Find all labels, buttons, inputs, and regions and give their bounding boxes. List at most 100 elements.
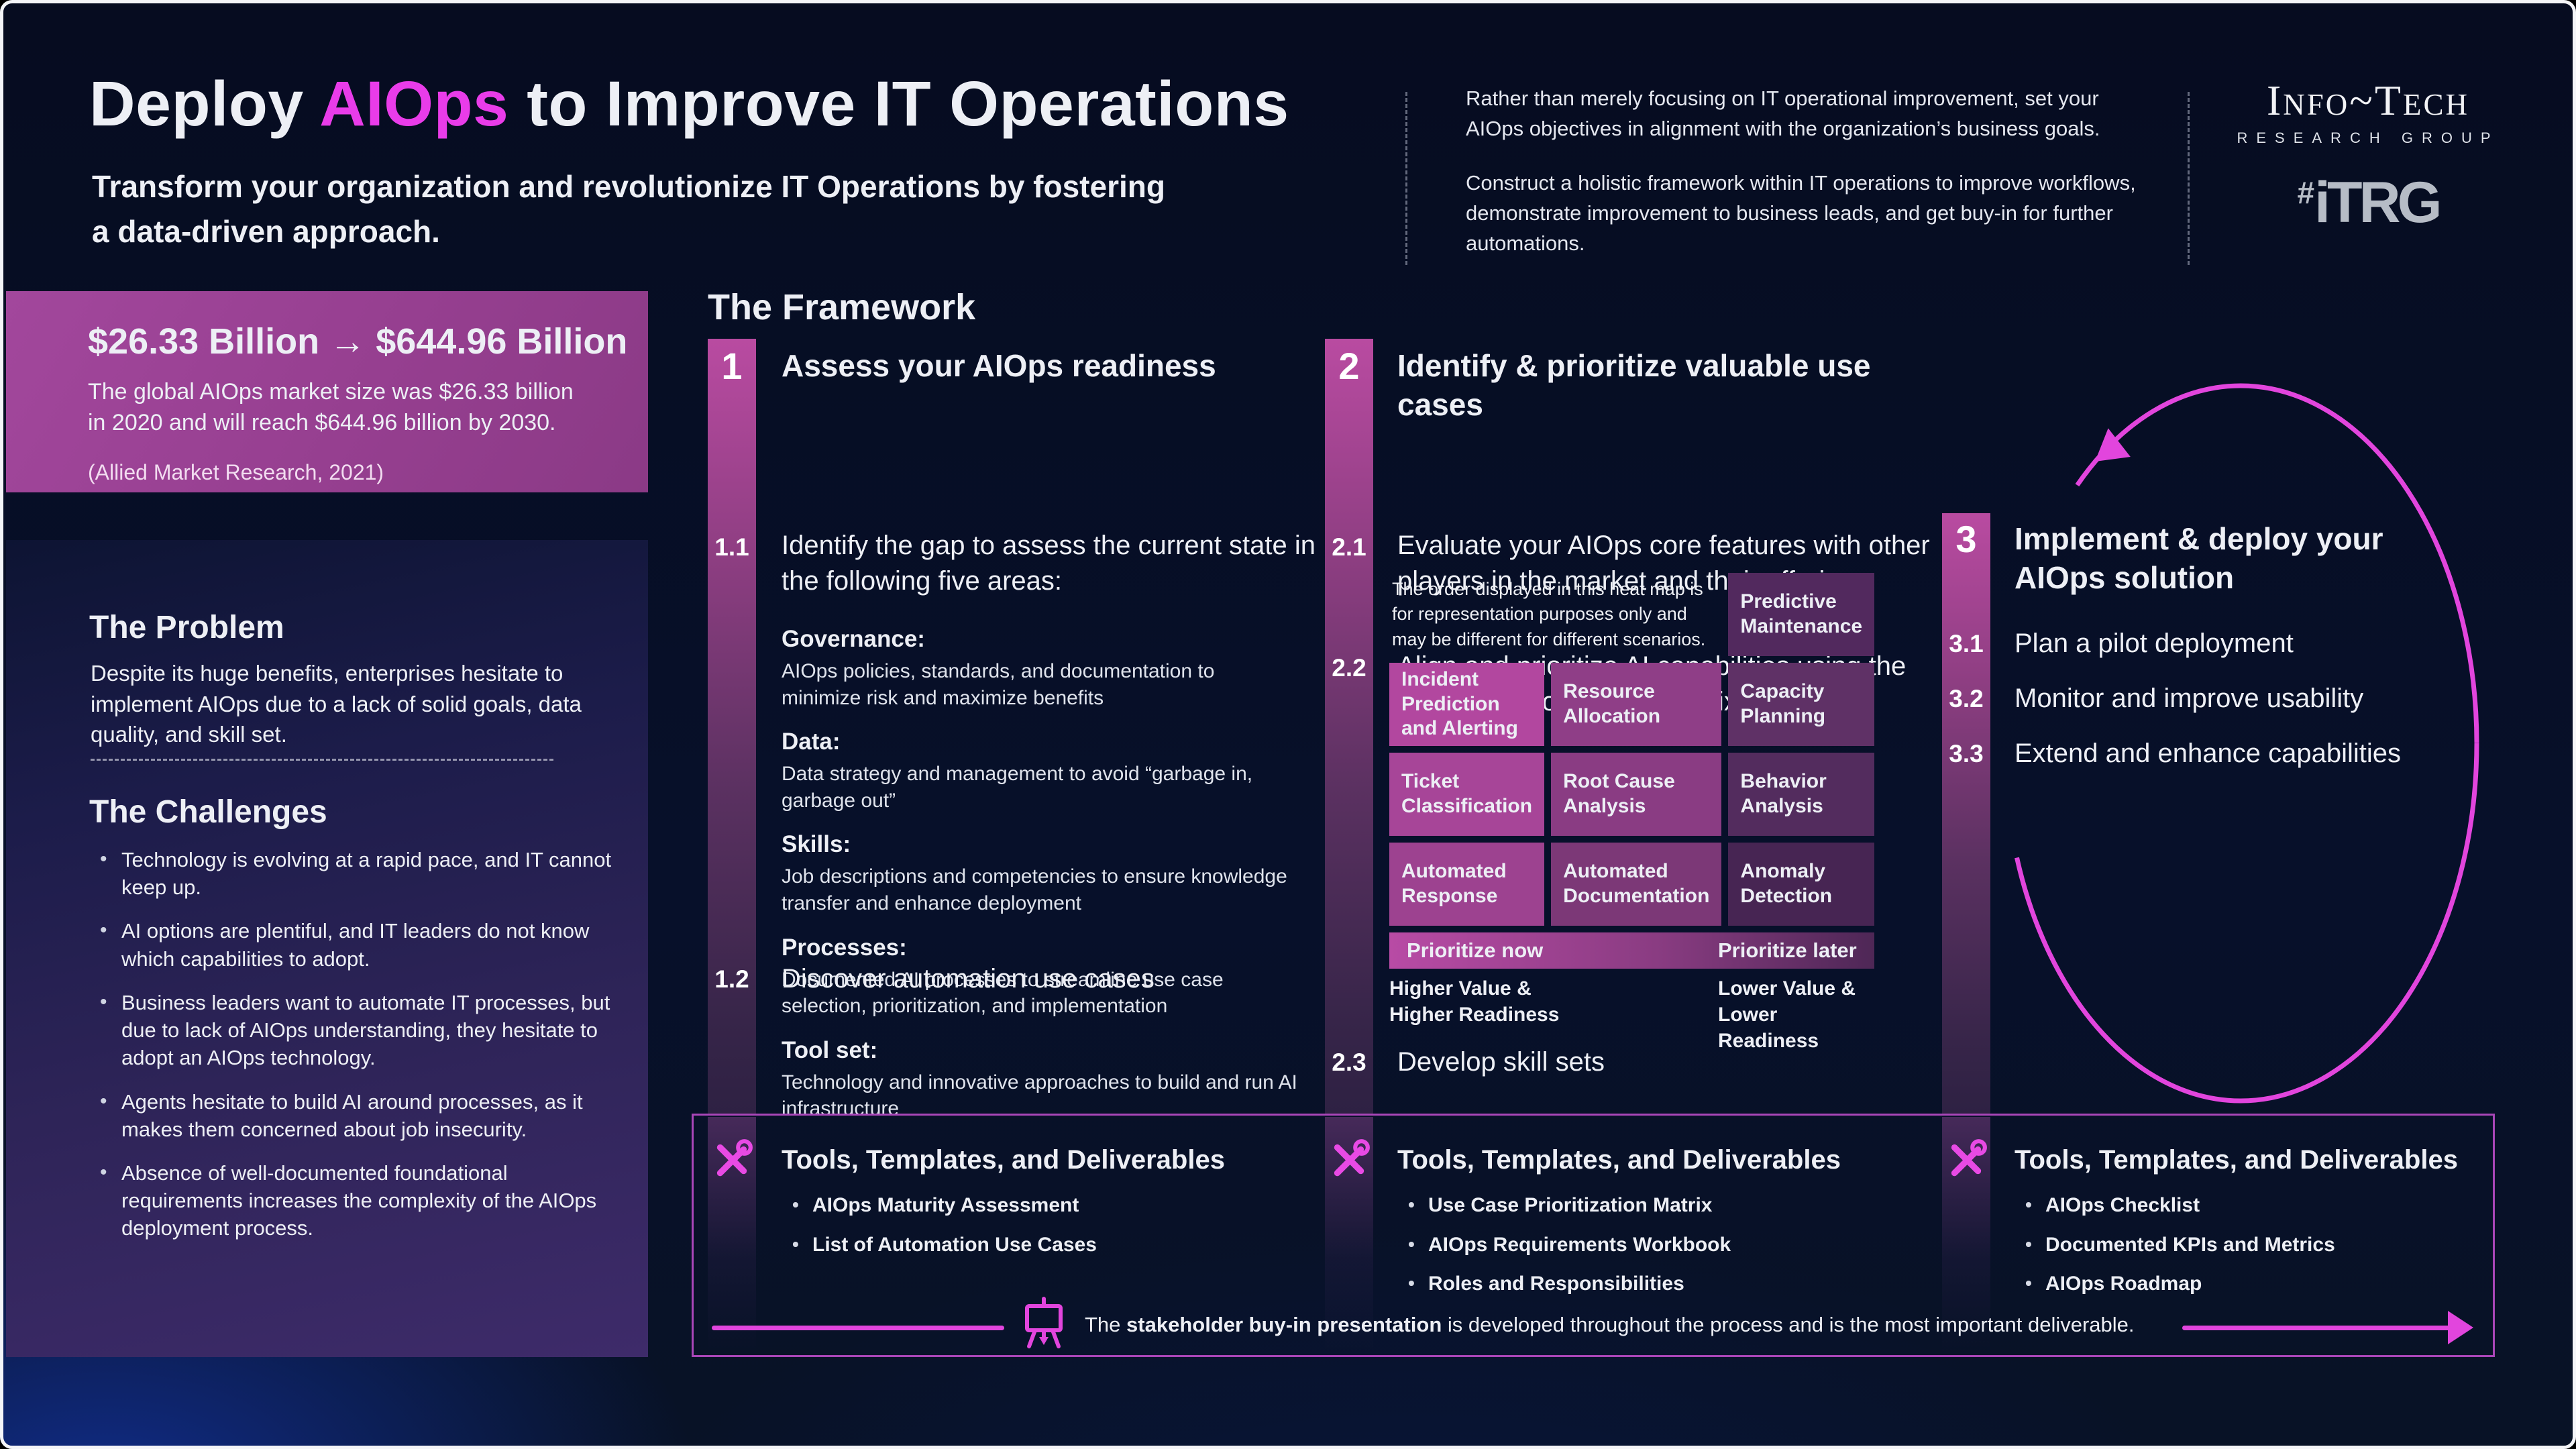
heatmap-cell: Predictive Maintenance <box>1728 573 1875 656</box>
area-text: AIOps policies, standards, and documenta… <box>782 660 1215 709</box>
lower-value-label: Lower Value & Lower Readiness <box>1718 977 1856 1052</box>
readiness-areas: Governance: AIOps policies, standards, a… <box>782 626 1298 1122</box>
heatmap-cell: Capacity Planning <box>1728 663 1875 746</box>
challenges-list: Technology is evolving at a rapid pace, … <box>91 846 634 1242</box>
tools-section-title: Tools, Templates, and Deliverables <box>1397 1145 1841 1175</box>
page-subtitle: Transform your organization and revoluti… <box>92 164 1165 254</box>
tools-list-step2: Use Case Prioritization Matrix AIOps Req… <box>1397 1192 1907 1298</box>
area-text: Job descriptions and competencies to ens… <box>782 865 1287 914</box>
step3-band <box>1942 513 1990 1114</box>
intro-paragraphs: Rather than merely focusing on IT operat… <box>1466 84 2147 283</box>
cycle-arrowhead <box>2095 428 2131 462</box>
heatmap-cell: Ticket Classification <box>1389 753 1545 836</box>
flow-line-left <box>712 1326 1004 1330</box>
step2-title: Identify & prioritize valuable use cases <box>1397 348 1871 422</box>
heatmap-cell: Anomaly Detection <box>1728 843 1875 926</box>
area-text: Data strategy and management to avoid “g… <box>782 763 1253 812</box>
heatmap-axis-labels: Higher Value & Higher Readiness Lower Va… <box>1389 975 1874 1052</box>
infotech-logo-wordmark: Info~Tech <box>2266 76 2470 124</box>
infotech-logo-tagline: RESEARCH GROUP <box>2237 129 2500 146</box>
step3-title: Implement & deploy your AIOps solution <box>2015 521 2383 595</box>
title-suffix: to Improve IT Operations <box>508 68 1289 140</box>
flow-line-right <box>2182 1326 2451 1330</box>
substep-3-2-number: 3.2 <box>1949 685 1984 712</box>
heatmap-note: The order displayed in this heat map is … <box>1392 579 1706 649</box>
stat-from: $26.33 Billion <box>88 321 320 362</box>
prioritize-now-label: Prioritize now <box>1407 938 1544 962</box>
stat-to: $644.96 Billion <box>376 321 628 362</box>
challenge-item: Agents hesitate to build AI around proce… <box>91 1088 634 1143</box>
substep-1-2-text: Discover automation use cases <box>782 964 1155 994</box>
tools-icon <box>716 1139 753 1177</box>
market-stat-source: (Allied Market Research, 2021) <box>88 460 384 484</box>
substep-2-3-number: 2.3 <box>1332 1049 1366 1076</box>
area-text: Documented AI processes to streamline us… <box>782 968 1224 1018</box>
itrg-logo-hash: # <box>2297 175 2315 210</box>
problem-challenges-divider <box>91 759 553 761</box>
itrg-logo-text: iTRG <box>2314 170 2442 235</box>
tools-section-title: Tools, Templates, and Deliverables <box>2015 1145 2458 1175</box>
tools-icon <box>1951 1139 1987 1177</box>
flow-arrowhead-right <box>2448 1311 2473 1344</box>
tool-item: Documented KPIs and Metrics <box>2015 1232 2524 1259</box>
tools-section-title: Tools, Templates, and Deliverables <box>782 1145 1225 1175</box>
tool-item: List of Automation Use Cases <box>782 1232 1291 1259</box>
tool-item: AIOps Checklist <box>2015 1192 2524 1220</box>
tool-item: AIOps Roadmap <box>2015 1271 2524 1298</box>
step1-number: 1 <box>721 345 743 387</box>
heatmap-cell: Automated Documentation <box>1551 843 1722 926</box>
problem-body: Despite its huge benefits, enterprises h… <box>91 661 582 747</box>
market-stat-body: The global AIOps market size was $26.33 … <box>88 379 574 435</box>
area-label: Skills: <box>782 831 851 858</box>
substep-3-3-number: 3.3 <box>1949 740 1984 767</box>
title-highlight: AIOps <box>319 68 509 140</box>
step2-band <box>1325 339 1373 1114</box>
step1-band <box>708 339 756 1114</box>
use-case-heatmap: The order displayed in this heat map is … <box>1389 573 1875 1052</box>
substep-2-2-number: 2.2 <box>1332 654 1366 682</box>
area-label: Tool set: <box>782 1036 878 1063</box>
heatmap-cell: Behavior Analysis <box>1728 753 1875 836</box>
step3-number: 3 <box>1955 518 1977 560</box>
tool-item: Roles and Responsibilities <box>1397 1271 1907 1298</box>
subtitle-line-2: a data-driven approach. <box>92 213 440 249</box>
tools-list-step1: AIOps Maturity Assessment List of Automa… <box>782 1192 1291 1258</box>
tool-item: AIOps Maturity Assessment <box>782 1192 1291 1220</box>
challenge-item: Technology is evolving at a rapid pace, … <box>91 846 634 901</box>
itrg-logo: #iTRG <box>2231 170 2506 236</box>
step1-title: Assess your AIOps readiness <box>782 348 1216 383</box>
market-stat-card: $26.33 Billion → $644.96 Billion The glo… <box>6 291 648 492</box>
right-arrow-glyph: → <box>329 321 366 362</box>
substep-1-1-number: 1.1 <box>714 533 749 561</box>
header-divider-left <box>1405 92 1407 265</box>
substep-3-1-number: 3.1 <box>1949 630 1984 657</box>
heatmap-cell: Incident Prediction and Alerting <box>1389 663 1545 746</box>
tool-item: Use Case Prioritization Matrix <box>1397 1192 1907 1220</box>
cycle-arrow <box>2002 383 2479 1104</box>
heatmap-cell: Automated Response <box>1389 843 1545 926</box>
prioritize-later-label: Prioritize later <box>1718 938 1857 962</box>
stakeholder-note: The stakeholder buy-in presentation is d… <box>1085 1313 2135 1336</box>
substep-2-1-number: 2.1 <box>1332 533 1366 561</box>
substep-2-3-text: Develop skill sets <box>1397 1047 1605 1077</box>
presentation-board-icon <box>1025 1297 1063 1348</box>
intro-paragraph-2: Construct a holistic framework within IT… <box>1466 170 2136 255</box>
challenge-item: AI options are plentiful, and IT leaders… <box>91 917 634 972</box>
header-divider-right <box>2188 92 2190 265</box>
problem-title: The Problem <box>89 610 284 645</box>
substep-1-1-text: Identify the gap to assess the current s… <box>782 531 1316 596</box>
stakeholder-note-bold: stakeholder buy-in presentation <box>1126 1313 1442 1336</box>
framework-title: The Framework <box>708 287 976 327</box>
heatmap-cell: Root Cause Analysis <box>1551 753 1722 836</box>
substep-1-2-number: 1.2 <box>714 965 749 993</box>
prioritize-gradient-bar: Prioritize now Prioritize later <box>1389 932 1875 969</box>
intro-paragraph-1: Rather than merely focusing on IT operat… <box>1466 87 2100 140</box>
challenges-title: The Challenges <box>89 794 327 830</box>
area-label: Data: <box>782 729 841 755</box>
tools-icon <box>1334 1139 1370 1177</box>
infotech-logo: Info~Tech RESEARCH GROUP #iTRG <box>2231 76 2506 236</box>
area-text: Technology and innovative approaches to … <box>782 1071 1297 1120</box>
page-title: Deploy AIOps to Improve IT Operations <box>89 68 1289 141</box>
area-label: Governance: <box>782 626 925 652</box>
